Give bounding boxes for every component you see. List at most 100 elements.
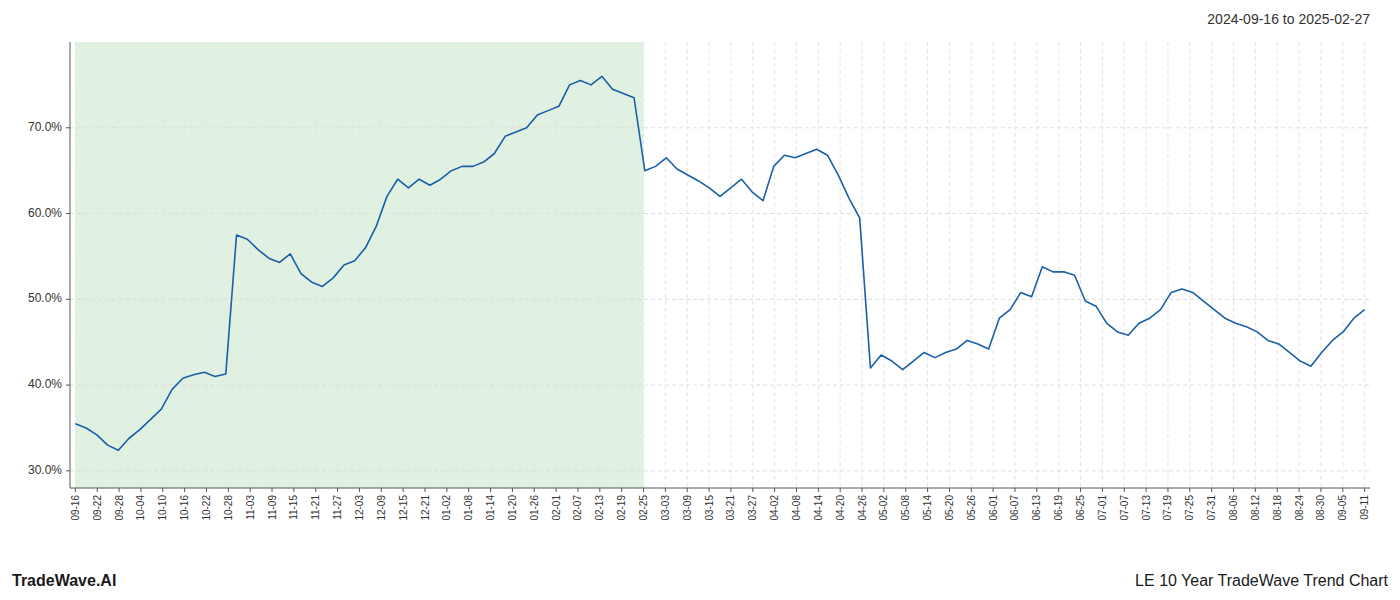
x-tick-label: 02-13: [594, 495, 605, 521]
x-grid-line: [359, 42, 360, 488]
x-tick-label: 09-22: [92, 495, 103, 521]
x-grid-line: [1014, 42, 1015, 488]
x-grid-line: [1320, 42, 1321, 488]
x-tick-label: 04-02: [769, 495, 780, 521]
x-tick: [840, 488, 841, 492]
y-grid-line: [70, 385, 1370, 386]
x-grid-line: [556, 42, 557, 488]
trend-line: [75, 76, 1364, 450]
x-tick-label: 05-14: [922, 495, 933, 521]
x-tick-label: 09-11: [1359, 495, 1370, 520]
x-grid-line: [752, 42, 753, 488]
x-tick-label: 08-30: [1315, 495, 1326, 521]
x-tick: [599, 488, 600, 492]
y-tick: [66, 385, 70, 386]
x-grid-line: [1233, 42, 1234, 488]
x-tick-label: 01-20: [507, 495, 518, 521]
x-tick-label: 12-09: [376, 495, 387, 521]
x-tick-label: 07-19: [1162, 495, 1173, 521]
x-tick-label: 12-03: [354, 495, 365, 521]
x-tick: [730, 488, 731, 492]
y-grid-line: [70, 470, 1370, 471]
chart-svg: 30.0%40.0%50.0%60.0%70.0%09-1609-2209-28…: [0, 0, 1400, 600]
x-grid-line: [1036, 42, 1037, 488]
x-tick-label: 05-26: [966, 495, 977, 521]
x-grid-line: [840, 42, 841, 488]
x-tick: [337, 488, 338, 492]
x-tick: [818, 488, 819, 492]
x-tick: [381, 488, 382, 492]
x-tick-label: 04-14: [813, 495, 824, 521]
x-grid-line: [490, 42, 491, 488]
x-tick-label: 02-01: [551, 495, 562, 521]
y-tick-label: 50.0%: [28, 291, 62, 305]
x-grid-line: [1189, 42, 1190, 488]
x-grid-line: [665, 42, 666, 488]
x-tick-label: 07-07: [1119, 495, 1130, 521]
x-tick-label: 05-20: [944, 495, 955, 521]
y-tick: [66, 213, 70, 214]
x-tick: [206, 488, 207, 492]
x-tick: [774, 488, 775, 492]
x-tick-label: 03-15: [704, 495, 715, 521]
x-tick: [1058, 488, 1059, 492]
x-grid-line: [709, 42, 710, 488]
chart-title: 2024-09-16 to 2025-02-27: [1207, 11, 1370, 27]
x-grid-line: [446, 42, 447, 488]
x-tick: [665, 488, 666, 492]
x-tick: [1014, 488, 1015, 492]
x-tick-label: 06-19: [1053, 495, 1064, 521]
x-tick-label: 09-16: [70, 495, 81, 521]
y-tick-label: 40.0%: [28, 377, 62, 391]
x-tick: [577, 488, 578, 492]
x-tick-label: 08-18: [1272, 495, 1283, 521]
footer-right: LE 10 Year TradeWave Trend Chart: [1135, 572, 1388, 589]
x-tick: [293, 488, 294, 492]
x-tick-label: 10-04: [135, 495, 146, 521]
x-grid-line: [337, 42, 338, 488]
x-tick-label: 07-13: [1141, 495, 1152, 521]
x-grid-line: [905, 42, 906, 488]
x-tick: [1189, 488, 1190, 492]
x-tick: [75, 488, 76, 492]
x-grid-line: [1080, 42, 1081, 488]
x-tick-label: 07-25: [1184, 495, 1195, 521]
x-tick-label: 06-25: [1075, 495, 1086, 521]
x-grid-line: [1124, 42, 1125, 488]
x-tick: [534, 488, 535, 492]
x-tick: [425, 488, 426, 492]
y-grid-line: [70, 299, 1370, 300]
x-grid-line: [97, 42, 98, 488]
x-grid-line: [993, 42, 994, 488]
x-tick-label: 03-03: [660, 495, 671, 521]
x-tick: [315, 488, 316, 492]
x-grid-line: [1058, 42, 1059, 488]
x-tick: [446, 488, 447, 492]
x-tick-label: 10-22: [201, 495, 212, 521]
plot-area: [75, 42, 643, 488]
axes: 30.0%40.0%50.0%60.0%70.0%09-1609-2209-28…: [28, 42, 1370, 521]
x-tick: [97, 488, 98, 492]
grid: [70, 42, 1370, 488]
x-tick: [883, 488, 884, 492]
x-tick-label: 04-26: [857, 495, 868, 521]
y-tick-label: 30.0%: [28, 463, 62, 477]
x-grid-line: [184, 42, 185, 488]
x-grid-line: [730, 42, 731, 488]
x-grid-line: [206, 42, 207, 488]
x-tick: [1102, 488, 1103, 492]
x-tick-label: 03-09: [682, 495, 693, 521]
x-grid-line: [1342, 42, 1343, 488]
line-group: [75, 76, 1364, 450]
x-tick: [709, 488, 710, 492]
x-tick: [971, 488, 972, 492]
y-axis-line: [70, 42, 71, 488]
x-tick-label: 02-25: [638, 495, 649, 521]
x-tick-label: 03-27: [747, 495, 758, 521]
x-tick-label: 12-15: [398, 495, 409, 521]
x-tick-label: 08-24: [1294, 495, 1305, 521]
x-grid-line: [1102, 42, 1103, 488]
x-tick: [556, 488, 557, 492]
x-tick: [1342, 488, 1343, 492]
x-grid-line: [1167, 42, 1168, 488]
